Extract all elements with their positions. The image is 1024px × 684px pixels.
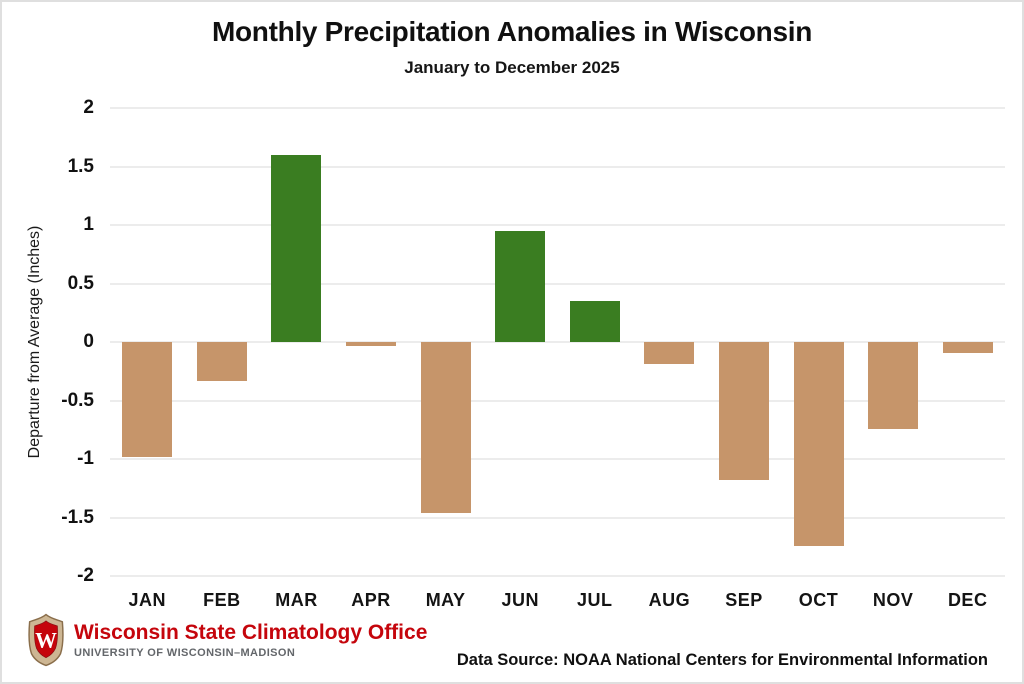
gridline <box>110 107 1005 109</box>
bar-jul <box>569 301 620 342</box>
x-axis-label-jan: JAN <box>128 590 167 610</box>
gridline <box>110 399 1005 402</box>
x-axis-label-nov: NOV <box>872 590 914 610</box>
bar-dec <box>942 342 993 353</box>
svg-text:W: W <box>35 628 57 652</box>
bar-oct <box>793 342 844 546</box>
bar-apr <box>346 342 397 346</box>
bar-sep <box>718 342 769 481</box>
org-subname: UNIVERSITY OF WISCONSIN–MADISON <box>74 647 296 660</box>
gridline <box>110 341 1005 343</box>
bar-may <box>420 342 471 513</box>
bar-jan <box>122 342 173 457</box>
x-axis-label-feb: FEB <box>203 590 241 610</box>
y-tick-label: 2 <box>83 97 94 118</box>
x-axis-label-jun: JUN <box>501 590 539 610</box>
footer-brand: W Wisconsin State Climatology Office UNI… <box>26 612 427 668</box>
x-axis-label-aug: AUG <box>648 590 691 610</box>
bar-aug <box>644 342 695 365</box>
y-tick-label: -0.5 <box>61 389 94 411</box>
org-name: Wisconsin State Climatology Office <box>74 620 428 644</box>
y-tick-label: 0 <box>83 331 94 352</box>
bar-feb <box>196 342 247 381</box>
bar-jun <box>495 230 546 342</box>
uw-crest-logo: W <box>28 613 64 667</box>
chart-subtitle: January to December 2025 <box>404 58 620 77</box>
gridline <box>110 516 1005 519</box>
x-axis-label-jul: JUL <box>577 590 613 610</box>
y-tick-label: -1 <box>77 448 94 469</box>
x-axis-label-oct: OCT <box>798 590 839 610</box>
data-source: Data Source: NOAA National Centers for E… <box>456 651 988 669</box>
bar-nov <box>868 342 919 429</box>
y-tick-label: 1.5 <box>67 155 94 177</box>
gridline <box>110 282 1005 285</box>
y-tick-label: 1 <box>83 214 94 235</box>
x-axis-label-may: MAY <box>425 590 466 610</box>
gridline <box>110 165 1005 168</box>
y-tick-label: -2 <box>77 565 94 586</box>
bar-mar <box>271 154 322 342</box>
y-tick-label: 0.5 <box>67 272 94 294</box>
x-axis-label-mar: MAR <box>275 590 318 610</box>
y-tick-label: -1.5 <box>61 506 94 528</box>
gridline <box>110 575 1005 577</box>
gridline <box>110 458 1005 460</box>
x-axis-label-dec: DEC <box>947 590 988 610</box>
x-axis-label-sep: SEP <box>725 590 763 610</box>
chart-title: Monthly Precipitation Anomalies in Wisco… <box>211 16 813 47</box>
gridline <box>110 224 1005 226</box>
x-axis-label-apr: APR <box>351 590 391 610</box>
